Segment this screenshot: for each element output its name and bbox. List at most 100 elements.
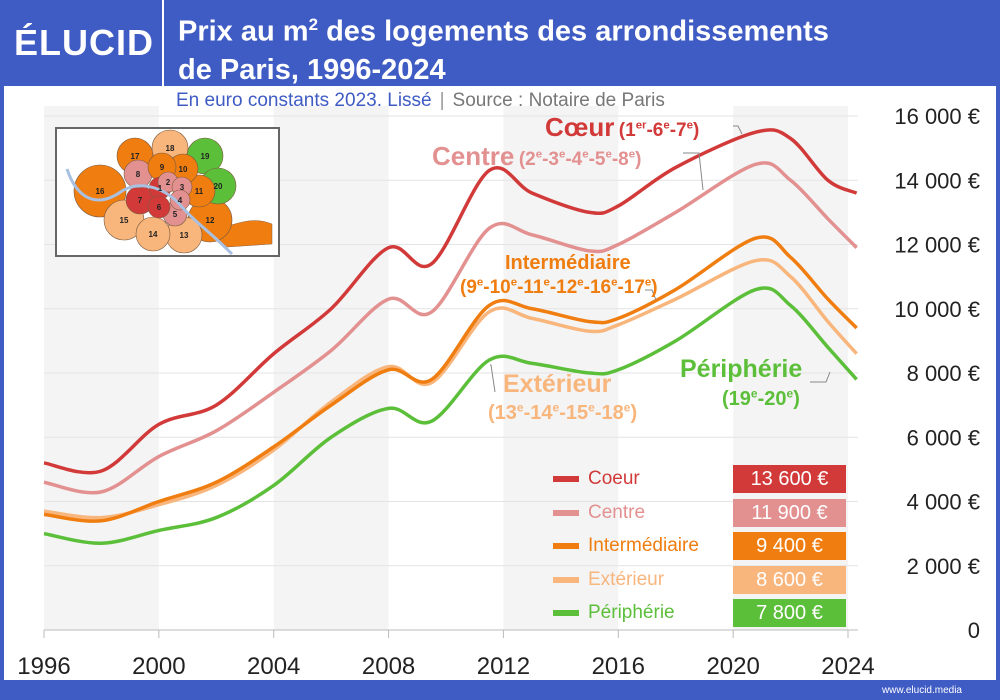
legend-label: Périphérie <box>588 602 675 623</box>
leader-line <box>490 364 496 393</box>
arrondissement-label: 13 <box>180 231 189 240</box>
x-tick-label: 2008 <box>362 653 415 680</box>
annotation-name: Extérieur <box>503 370 612 398</box>
arrondissement-label: 7 <box>138 196 143 205</box>
legend-swatch <box>553 543 579 549</box>
y-tick-label: 0 <box>968 618 980 643</box>
legend-item-exterieur: Extérieur 8 600 € <box>553 565 848 594</box>
arrondissement-label: 2 <box>166 178 171 187</box>
x-tick-label: 2020 <box>706 653 759 680</box>
arrondissement-label: 11 <box>195 187 204 196</box>
footer-url[interactable]: www.elucid.media <box>881 685 962 696</box>
leader-line <box>810 371 831 383</box>
arrondissement-label: 1 <box>158 184 163 193</box>
arrondissement-label: 17 <box>131 152 140 161</box>
arrondissement-list: (13e-14e-15e-18e) <box>488 400 638 424</box>
y-tick-label: 10 000 € <box>894 297 980 322</box>
seine-river <box>65 168 234 256</box>
arrondissement-4 <box>169 189 191 211</box>
annotation-peripherie: Périphérie <box>680 355 802 384</box>
y-tick-label: 8 000 € <box>907 361 980 386</box>
source-text: Source : Notaire de Paris <box>452 90 665 111</box>
subtitle: En euro constants 2023. Lissé | Source : N… <box>176 90 665 112</box>
arrondissement-label: 4 <box>178 196 183 205</box>
arrondissement-label: 12 <box>206 216 215 225</box>
arrondissement-6 <box>147 195 171 219</box>
legend-value: 13 600 € <box>733 465 846 493</box>
arrondissement-label: 20 <box>214 182 223 191</box>
annotation-intermediaire-arrondissements: (9e-10e-11e-12e-16e-17e) <box>460 277 658 299</box>
title-text-2: des logements des arrondissements <box>318 15 829 48</box>
title-sup: 2 <box>308 15 319 34</box>
header: ÉLUCID Prix au m2 des logements des arro… <box>0 0 1000 86</box>
leader-line <box>683 152 704 191</box>
arrondissement-label: 14 <box>149 230 158 239</box>
arrondissement-label: 15 <box>120 216 129 225</box>
arrondissement-label: 19 <box>201 152 210 161</box>
legend-item-coeur: Coeur 13 600 € <box>553 465 848 493</box>
arrondissement-list: (2e-3e-4e-5e-8e) <box>518 148 642 170</box>
annotation-name: Cœur <box>545 112 615 142</box>
x-tick-label: 2012 <box>477 653 530 680</box>
arrondissement-list: (1er-6e-7e) <box>618 119 700 141</box>
chart-title: Prix au m2 des logements des arrondissem… <box>178 6 829 89</box>
annotation-intermediaire: Intermédiaire <box>505 252 631 275</box>
arrondissement-list: (9e-10e-11e-12e-16e-17e) <box>460 277 658 299</box>
leader-line <box>645 289 657 301</box>
series-line-centre <box>43 161 858 495</box>
annotation-name: Centre <box>432 141 515 171</box>
legend-swatch <box>553 610 579 616</box>
arrondissement-label: 8 <box>136 170 141 179</box>
subtitle-separator: | <box>439 90 445 111</box>
legend-label: Coeur <box>588 468 640 489</box>
legend-value: 11 900 € <box>733 498 846 527</box>
elucid-logo: ÉLUCID <box>14 22 154 63</box>
y-tick-label: 14 000 € <box>894 168 980 193</box>
paris-map: 1 2 3 4 5 6 7 8 9 10 11 12 13 14 15 16 17 18 19 20 <box>55 127 280 257</box>
legend-swatch <box>553 509 579 516</box>
legend-swatch <box>553 576 579 583</box>
x-tick-label: 2016 <box>592 653 645 680</box>
legend-swatch <box>553 476 579 482</box>
arrondissement-list: (19e-20e) <box>722 386 800 410</box>
arrondissement-14 <box>135 216 171 252</box>
arrondissement-label: 3 <box>180 183 185 192</box>
subtitle-main: En euro constants 2023. Lissé <box>176 90 432 111</box>
title-text: Prix au m <box>178 15 309 48</box>
legend-value: 7 800 € <box>733 599 846 627</box>
x-tick-label: 1996 <box>17 653 70 680</box>
arrondissement-label: 6 <box>157 203 162 212</box>
legend-value: 9 400 € <box>733 532 846 560</box>
legend-value: 8 600 € <box>733 565 846 594</box>
annotation-exterieur-arrondissements: (13e-14e-15e-18e) <box>488 400 637 425</box>
arrondissement-label: 5 <box>173 210 178 219</box>
annotation-peripherie-arrondissements: (19e-20e) <box>722 386 800 411</box>
annotation-name: Intermédiaire <box>505 252 631 274</box>
x-tick-label: 2004 <box>247 653 300 680</box>
series-line-coeur <box>43 128 858 475</box>
arrondissement-label: 9 <box>160 163 165 172</box>
x-tick-label: 2000 <box>132 653 185 680</box>
y-tick-label: 16 000 € <box>894 104 980 129</box>
arrondissement-label: 10 <box>179 165 188 174</box>
annotation-centre: Centre (2e-3e-4e-5e-8e) <box>432 141 641 172</box>
series-line-intermediaire <box>43 235 858 523</box>
legend-item-intermediaire: Intermédiaire 9 400 € <box>553 532 848 560</box>
y-tick-label: 12 000 € <box>894 233 980 258</box>
legend-item-centre: Centre 11 900 € <box>553 498 848 527</box>
legend-item-peripherie: Périphérie 7 800 € <box>553 599 848 627</box>
y-tick-label: 4 000 € <box>907 490 980 515</box>
x-tick-label: 2024 <box>821 653 874 680</box>
y-tick-label: 2 000 € <box>907 554 980 579</box>
annotation-coeur: Cœur (1er-6e-7e) <box>545 112 699 143</box>
series-line-exterieur <box>43 258 858 520</box>
series-line-peripherie <box>43 286 858 546</box>
leader-line <box>733 125 743 135</box>
annotation-exterieur: Extérieur <box>503 370 611 399</box>
header-divider <box>162 0 164 86</box>
legend-label: Intermédiaire <box>588 535 699 556</box>
annotation-name: Périphérie <box>680 355 803 383</box>
legend-label: Extérieur <box>588 568 665 590</box>
title-line2: de Paris, 1996-2024 <box>178 53 446 86</box>
